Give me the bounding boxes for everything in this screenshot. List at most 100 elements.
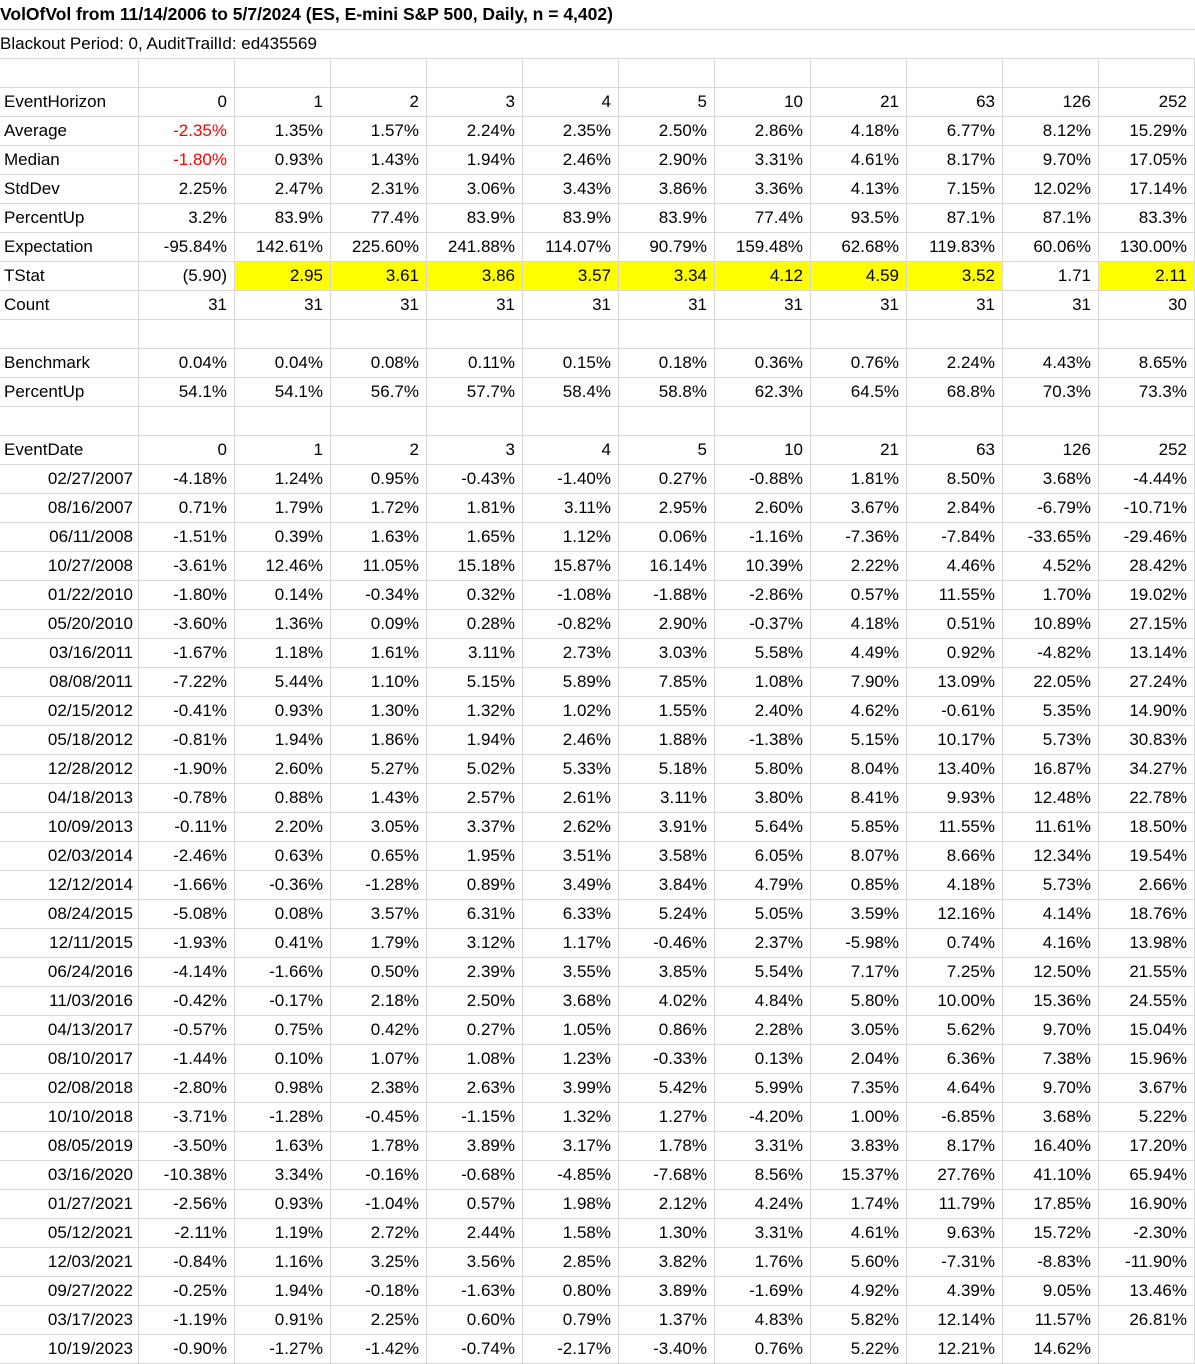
value-cell[interactable]: 13.98% [1099,929,1195,958]
value-cell[interactable]: 65.94% [1099,1161,1195,1190]
empty-cell[interactable] [1099,320,1195,349]
value-cell[interactable]: -3.60% [139,610,235,639]
value-cell[interactable]: 0.36% [715,349,811,378]
value-cell[interactable]: 1.63% [235,1132,331,1161]
value-cell[interactable]: 31 [715,291,811,320]
value-cell[interactable]: 4.12 [715,262,811,291]
value-cell[interactable]: 1.17% [523,929,619,958]
value-cell[interactable]: 83.9% [235,204,331,233]
value-cell[interactable]: 2.85% [523,1248,619,1277]
value-cell[interactable]: -0.41% [139,697,235,726]
value-cell[interactable]: 7.15% [907,175,1003,204]
row-label[interactable]: Expectation [0,233,139,262]
value-cell[interactable]: 3.34% [235,1161,331,1190]
value-cell[interactable]: -1.63% [427,1277,523,1306]
value-cell[interactable]: 1.10% [331,668,427,697]
value-cell[interactable]: 31 [619,291,715,320]
value-cell[interactable]: 8.17% [907,146,1003,175]
value-cell[interactable]: 2.20% [235,813,331,842]
value-cell[interactable]: -1.38% [715,726,811,755]
value-cell[interactable]: 7.38% [1003,1045,1099,1074]
value-cell[interactable]: 2.46% [523,146,619,175]
value-cell[interactable]: 3.84% [619,871,715,900]
value-cell[interactable]: -0.11% [139,813,235,842]
value-cell[interactable]: 5.44% [235,668,331,697]
value-cell[interactable]: -1.42% [331,1335,427,1364]
value-cell[interactable]: 1.19% [235,1219,331,1248]
value-cell[interactable]: 18.50% [1099,813,1195,842]
value-cell[interactable]: 30.83% [1099,726,1195,755]
value-cell[interactable]: 13.46% [1099,1277,1195,1306]
value-cell[interactable]: 2.22% [811,552,907,581]
value-cell[interactable]: 2.86% [715,117,811,146]
value-cell[interactable]: -10.71% [1099,494,1195,523]
empty-cell[interactable] [235,59,331,88]
value-cell[interactable]: -7.22% [139,668,235,697]
value-cell[interactable]: 15.87% [523,552,619,581]
value-cell[interactable]: -6.85% [907,1103,1003,1132]
value-cell[interactable]: 70.3% [1003,378,1099,407]
value-cell[interactable]: 58.4% [523,378,619,407]
value-cell[interactable]: 0.76% [715,1335,811,1364]
empty-cell[interactable] [235,407,331,436]
value-cell[interactable]: -6.79% [1003,494,1099,523]
value-cell[interactable]: 2.40% [715,697,811,726]
value-cell[interactable]: 0.93% [235,1190,331,1219]
value-cell[interactable]: 2.44% [427,1219,523,1248]
value-cell[interactable]: 2.72% [331,1219,427,1248]
value-cell[interactable]: 0.10% [235,1045,331,1074]
value-cell[interactable]: 3.57 [523,262,619,291]
value-cell[interactable]: 0.08% [331,349,427,378]
value-cell[interactable]: -1.08% [523,581,619,610]
value-cell[interactable]: 2.35% [523,117,619,146]
value-cell[interactable]: 6.05% [715,842,811,871]
empty-cell[interactable] [907,407,1003,436]
value-cell[interactable]: 8.41% [811,784,907,813]
value-cell[interactable]: -33.65% [1003,523,1099,552]
value-cell[interactable]: 15.36% [1003,987,1099,1016]
value-cell[interactable]: -7.68% [619,1161,715,1190]
value-cell[interactable]: 2.50% [427,987,523,1016]
value-cell[interactable]: 1.81% [811,465,907,494]
row-label[interactable]: StdDev [0,175,139,204]
value-cell[interactable]: -2.35% [139,117,235,146]
value-cell[interactable]: 17.05% [1099,146,1195,175]
value-cell[interactable]: 93.5% [811,204,907,233]
value-cell[interactable]: 1.08% [427,1045,523,1074]
value-cell[interactable]: 2.63% [427,1074,523,1103]
value-cell[interactable]: 3.03% [619,639,715,668]
value-cell[interactable]: 3.31% [715,146,811,175]
value-cell[interactable]: 14.62% [1003,1335,1099,1364]
value-cell[interactable]: -4.18% [139,465,235,494]
event-date-label[interactable]: 12/12/2014 [0,871,139,900]
value-cell[interactable]: 31 [427,291,523,320]
value-cell[interactable]: -1.90% [139,755,235,784]
event-date-label[interactable]: 10/19/2023 [0,1335,139,1364]
value-cell[interactable]: 2.12% [619,1190,715,1219]
value-cell[interactable]: 31 [907,291,1003,320]
value-cell[interactable]: 64.5% [811,378,907,407]
event-date-label[interactable]: 11/03/2016 [0,987,139,1016]
value-cell[interactable]: 5.89% [523,668,619,697]
value-cell[interactable]: 0.75% [235,1016,331,1045]
value-cell[interactable]: 8.66% [907,842,1003,871]
value-cell[interactable]: 3.11% [427,639,523,668]
value-cell[interactable]: 15.18% [427,552,523,581]
value-cell[interactable]: 12.46% [235,552,331,581]
value-cell[interactable]: -5.08% [139,900,235,929]
value-cell[interactable]: 73.3% [1099,378,1195,407]
value-cell[interactable]: -0.82% [523,610,619,639]
value-cell[interactable]: 17.20% [1099,1132,1195,1161]
row-label[interactable]: EventHorizon [0,88,139,117]
value-cell[interactable]: 2.46% [523,726,619,755]
value-cell[interactable]: 2.90% [619,610,715,639]
value-cell[interactable]: 0.13% [715,1045,811,1074]
value-cell[interactable]: 7.90% [811,668,907,697]
value-cell[interactable]: 3.55% [523,958,619,987]
row-label[interactable]: PercentUp [0,204,139,233]
value-cell[interactable]: 2.60% [715,494,811,523]
value-cell[interactable]: 0.27% [427,1016,523,1045]
value-cell[interactable]: 2.61% [523,784,619,813]
value-cell[interactable]: 3.56% [427,1248,523,1277]
value-cell[interactable]: 4.52% [1003,552,1099,581]
